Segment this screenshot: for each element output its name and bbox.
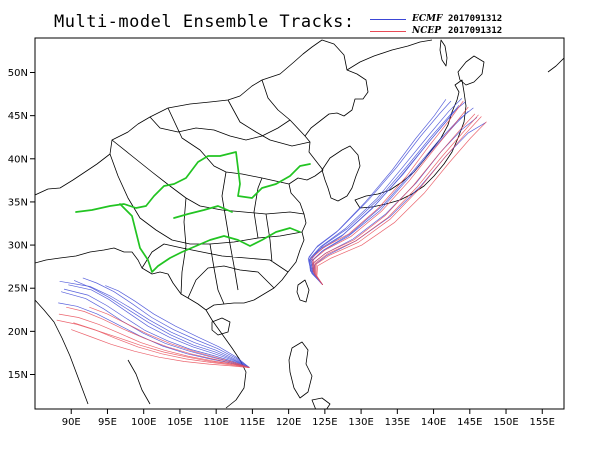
longitude-axis: 90E 95E 100E 105E 110E 115E 120E 125E 130E 135E 14… bbox=[62, 409, 555, 428]
legend-entry-ecmf: ECMF 2017091312 bbox=[370, 13, 502, 25]
ecmf-ensemble-track bbox=[310, 98, 463, 286]
latitude-axis: 15N 20N 25N 30N 35N 40N 45N 50N bbox=[8, 68, 35, 381]
hokkaido-outline bbox=[457, 55, 485, 86]
lon-tick-label: 95E bbox=[98, 417, 117, 428]
kamchatka-coast bbox=[547, 57, 564, 73]
lat-tick-label: 30N bbox=[8, 241, 28, 252]
ecmf-ensemble-track bbox=[63, 288, 250, 368]
yellow-river bbox=[75, 151, 311, 213]
ecmf-ensemble-track bbox=[308, 100, 452, 286]
taiwan-outline bbox=[296, 279, 310, 303]
mongolia-border bbox=[149, 116, 291, 141]
sakhalin-outline bbox=[439, 39, 448, 67]
lat-tick-label: 35N bbox=[8, 197, 28, 208]
lat-tick-label: 45N bbox=[8, 111, 28, 122]
ncep-ensemble-track bbox=[56, 319, 250, 368]
ncep-ensemble-track bbox=[89, 306, 250, 368]
ecmf-ensemble-track bbox=[307, 99, 447, 286]
legend-model-ncep: NCEP bbox=[412, 26, 442, 36]
province-boundaries bbox=[109, 79, 311, 305]
hainan-outline bbox=[211, 317, 231, 336]
wei-river bbox=[173, 205, 233, 219]
ecmf-ensemble-track bbox=[68, 284, 250, 368]
visayas-outline bbox=[311, 397, 331, 409]
ncep-ensemble-track bbox=[315, 116, 482, 285]
ncep-ensemble-track bbox=[66, 306, 250, 368]
map-frame bbox=[34, 37, 565, 410]
lon-tick-label: 120E bbox=[276, 417, 301, 428]
ncep-ensemble-track bbox=[71, 329, 250, 368]
ecmf-ensemble-track bbox=[73, 280, 250, 368]
lon-tick-label: 155E bbox=[530, 417, 555, 428]
ecmf-ensemble-track bbox=[105, 285, 250, 368]
lon-tick-label: 135E bbox=[385, 417, 410, 428]
lon-tick-label: 125E bbox=[312, 417, 337, 428]
lon-tick-label: 105E bbox=[167, 417, 192, 428]
japan-outline bbox=[354, 79, 467, 209]
lat-tick-label: 25N bbox=[8, 284, 28, 295]
yangtze-river bbox=[119, 203, 301, 273]
ncep-ensemble-track bbox=[73, 322, 250, 368]
luzon-outline bbox=[288, 341, 313, 399]
legend-entry-ncep: NCEP 2017091312 bbox=[370, 25, 502, 37]
legend-model-ecmf: ECMF bbox=[412, 14, 443, 24]
indochina-coast bbox=[35, 299, 89, 405]
rivers-layer bbox=[75, 151, 311, 273]
lon-tick-label: 110E bbox=[203, 417, 228, 428]
lat-tick-label: 20N bbox=[8, 327, 28, 338]
ecmf-ensemble-track bbox=[314, 122, 486, 286]
legend-line-ncep bbox=[370, 30, 406, 32]
korea-outline bbox=[321, 145, 361, 202]
legend-time-ecmf: 2017091312 bbox=[448, 14, 503, 24]
legend-time-ncep: 2017091312 bbox=[448, 26, 503, 36]
ncep-tracks-layer bbox=[56, 100, 487, 368]
ecmf-ensemble-track bbox=[59, 280, 250, 368]
ncep-ensemble-track bbox=[316, 121, 487, 285]
lon-tick-label: 130E bbox=[348, 417, 373, 428]
ecmf-ensemble-track bbox=[61, 291, 250, 368]
lon-tick-label: 115E bbox=[240, 417, 265, 428]
lon-tick-label: 140E bbox=[421, 417, 446, 428]
lat-tick-label: 40N bbox=[8, 154, 28, 165]
ecmf-tracks-layer bbox=[58, 98, 486, 368]
map-title: Multi-model Ensemble Tracks: bbox=[54, 12, 355, 32]
lon-tick-label: 145E bbox=[457, 417, 482, 428]
mekong-coast bbox=[127, 359, 151, 405]
russia-coast bbox=[346, 39, 433, 71]
ecmf-ensemble-track bbox=[309, 108, 458, 286]
ncep-ensemble-track bbox=[311, 100, 464, 286]
lat-tick-label: 50N bbox=[8, 68, 28, 79]
boundaries-layer bbox=[35, 39, 564, 409]
lon-tick-label: 100E bbox=[131, 417, 156, 428]
lat-tick-label: 15N bbox=[8, 370, 28, 381]
ncep-ensemble-track bbox=[315, 114, 479, 286]
ncep-ensemble-track bbox=[313, 113, 476, 286]
ncep-ensemble-track bbox=[58, 313, 250, 368]
china-outline bbox=[35, 39, 369, 311]
legend-line-ecmf bbox=[370, 18, 406, 20]
ecmf-ensemble-track bbox=[82, 277, 250, 368]
ncep-ensemble-track bbox=[312, 106, 469, 286]
lon-tick-label: 150E bbox=[493, 417, 518, 428]
lon-tick-label: 90E bbox=[62, 417, 81, 428]
